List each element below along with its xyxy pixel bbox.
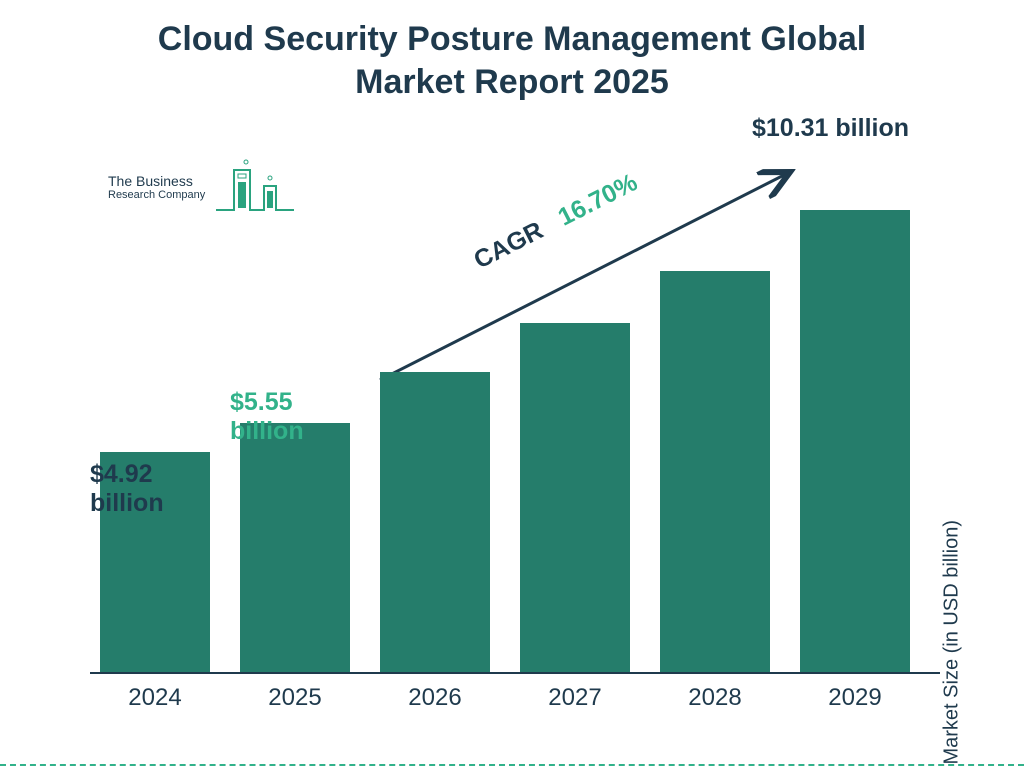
x-label-2026: 2026 bbox=[408, 684, 461, 712]
x-label-2025: 2025 bbox=[268, 684, 321, 712]
bar-2028 bbox=[660, 271, 770, 672]
bar-chart: CAGR 16.70% 202420252026202720282029 $4.… bbox=[90, 120, 950, 720]
y-axis-label: Market Size (in USD billion) bbox=[941, 520, 964, 765]
chart-title: Cloud Security Posture Management Global… bbox=[0, 18, 1024, 103]
bar-2025 bbox=[240, 423, 350, 672]
value-label-0: $4.92billion bbox=[90, 460, 164, 518]
x-label-2027: 2027 bbox=[548, 684, 601, 712]
x-label-2029: 2029 bbox=[828, 684, 881, 712]
bar-2026 bbox=[380, 372, 490, 672]
value-label-2: $10.31 billion bbox=[752, 114, 909, 143]
x-label-2024: 2024 bbox=[128, 684, 181, 712]
footer-dashed-line bbox=[0, 764, 1024, 766]
bar-2027 bbox=[520, 323, 630, 672]
value-label-1: $5.55billion bbox=[230, 388, 304, 446]
bar-2029 bbox=[800, 210, 910, 672]
title-line-2: Market Report 2025 bbox=[355, 63, 669, 101]
title-line-1: Cloud Security Posture Management Global bbox=[158, 20, 866, 58]
x-label-2028: 2028 bbox=[688, 684, 741, 712]
